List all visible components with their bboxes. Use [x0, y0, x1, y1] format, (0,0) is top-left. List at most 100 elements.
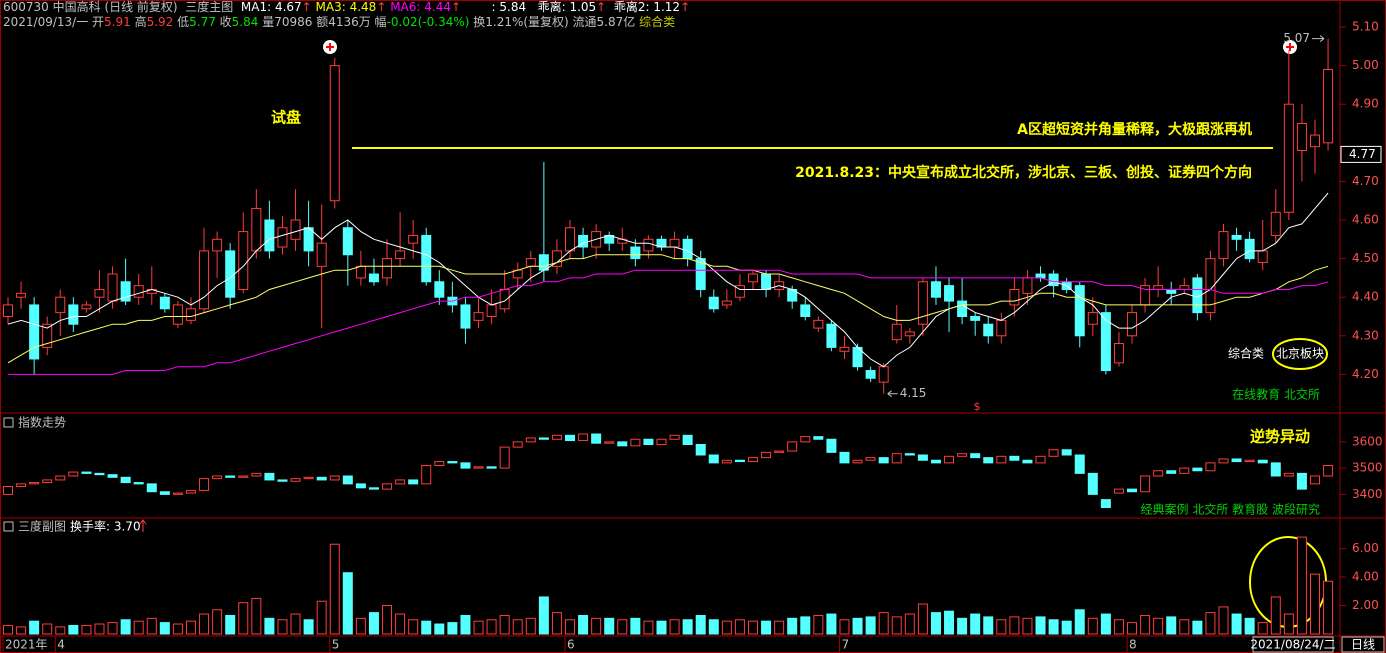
volume-bar	[382, 605, 393, 635]
candle-body	[761, 273, 772, 290]
volume-bar	[3, 624, 13, 635]
volume-bar	[1100, 613, 1111, 635]
candle-body	[185, 308, 196, 321]
header-text: MA3: 4.48	[315, 0, 377, 14]
up-arrow	[139, 519, 147, 532]
candle-body	[1127, 488, 1138, 493]
candle-body	[1166, 288, 1177, 294]
candle-body	[1048, 273, 1059, 287]
candle-body	[747, 273, 758, 283]
x-tick-label: 8	[1129, 638, 1137, 652]
header-text: 乖离2: 1.12	[613, 0, 681, 14]
candle-body	[225, 475, 236, 478]
candle-body	[1153, 285, 1164, 290]
candle-body	[1179, 285, 1190, 290]
candle-body	[1310, 475, 1320, 485]
candle-body	[434, 461, 445, 466]
candle-body	[1140, 475, 1151, 493]
volume-bar	[159, 622, 170, 635]
header-text: 高	[130, 15, 147, 29]
candle-body	[578, 234, 589, 248]
candle-body	[303, 476, 314, 480]
candle-body	[800, 436, 811, 443]
candle-body	[486, 304, 497, 318]
candle-body	[264, 219, 275, 252]
volume-bar	[1048, 619, 1059, 635]
candle-body	[1061, 449, 1072, 456]
volume-bar	[94, 623, 105, 635]
volume-bar	[1166, 616, 1177, 635]
candle-body	[852, 459, 863, 464]
volume-bar	[264, 617, 275, 635]
candle-body	[1218, 458, 1229, 464]
candle-body	[669, 434, 680, 440]
candle-body	[538, 437, 549, 440]
event-marker	[1283, 40, 1297, 54]
volume-bar	[473, 620, 484, 635]
period-box	[1341, 636, 1385, 653]
candle-body	[316, 242, 327, 267]
volume-bar	[42, 623, 53, 635]
candle-body	[368, 273, 379, 283]
candle-body	[29, 304, 40, 360]
candle-body	[1296, 123, 1307, 152]
y-tick-label: 6.00	[1352, 541, 1379, 555]
volume-bar	[944, 610, 955, 635]
candle-body	[395, 250, 406, 260]
candle-body	[42, 479, 53, 484]
volume-bar	[107, 622, 118, 635]
x-tick-label: 5	[332, 638, 340, 652]
y-tick-label: 4.90	[1352, 97, 1379, 111]
header-line: 600730 中国高科 (日线 前复权) 三度主图 MA1: 4.67↑ MA3…	[3, 0, 690, 15]
x-tick-label: 4	[57, 638, 65, 652]
volume-bar	[447, 622, 458, 635]
candle-body	[839, 346, 850, 352]
volume-bar	[212, 609, 223, 635]
candle-body	[1009, 288, 1020, 306]
high-arrow	[1312, 35, 1325, 42]
candle-body	[1205, 258, 1216, 314]
candle-body	[395, 479, 406, 485]
header-text: -0.02(-0.34%)	[386, 15, 470, 29]
candle-body	[826, 323, 837, 348]
candle-body	[107, 273, 118, 302]
y-tick-label: 5.10	[1352, 20, 1379, 34]
candle-body	[81, 471, 92, 474]
candle-body	[172, 492, 183, 495]
volume-bar	[185, 620, 196, 635]
candle-body	[16, 292, 27, 298]
annotation: 逆势异动	[1250, 428, 1310, 446]
volume-bar	[551, 612, 562, 635]
volume-bar	[1009, 616, 1020, 635]
candle-body	[133, 285, 144, 298]
candle-body	[1048, 449, 1059, 457]
y-tick-label: 5.00	[1352, 58, 1379, 72]
header-text: MA6: 4.44	[390, 0, 451, 14]
header-text: 低	[173, 15, 190, 29]
candle-body	[591, 433, 602, 444]
y-tick-label: 3500	[1352, 461, 1383, 475]
candle-body	[1218, 231, 1229, 260]
volume-bar	[225, 614, 236, 635]
header-text: 600730 中国高科 (日线 前复权)	[3, 0, 178, 14]
candle-body	[813, 436, 824, 440]
candle-body	[1100, 499, 1111, 508]
candle-body	[473, 466, 484, 469]
candle-body	[787, 441, 798, 452]
ma-line	[7, 254, 1329, 364]
candle-body	[525, 258, 536, 267]
volume-bar	[1153, 617, 1164, 635]
candle-body	[643, 238, 654, 252]
volume-bar	[172, 623, 183, 635]
volume-bar	[721, 620, 732, 635]
candle-body	[1022, 277, 1033, 294]
volume-bar	[434, 623, 445, 635]
candle-body	[316, 476, 327, 481]
candle-body	[94, 288, 105, 298]
volume-bar	[591, 617, 602, 635]
volume-bar	[565, 619, 576, 635]
header-line: 2021/09/13/一 开5.91 高5.92 低5.77 收5.84 量70…	[3, 15, 690, 30]
volume-bar	[421, 620, 432, 635]
candle-body	[290, 478, 301, 482]
